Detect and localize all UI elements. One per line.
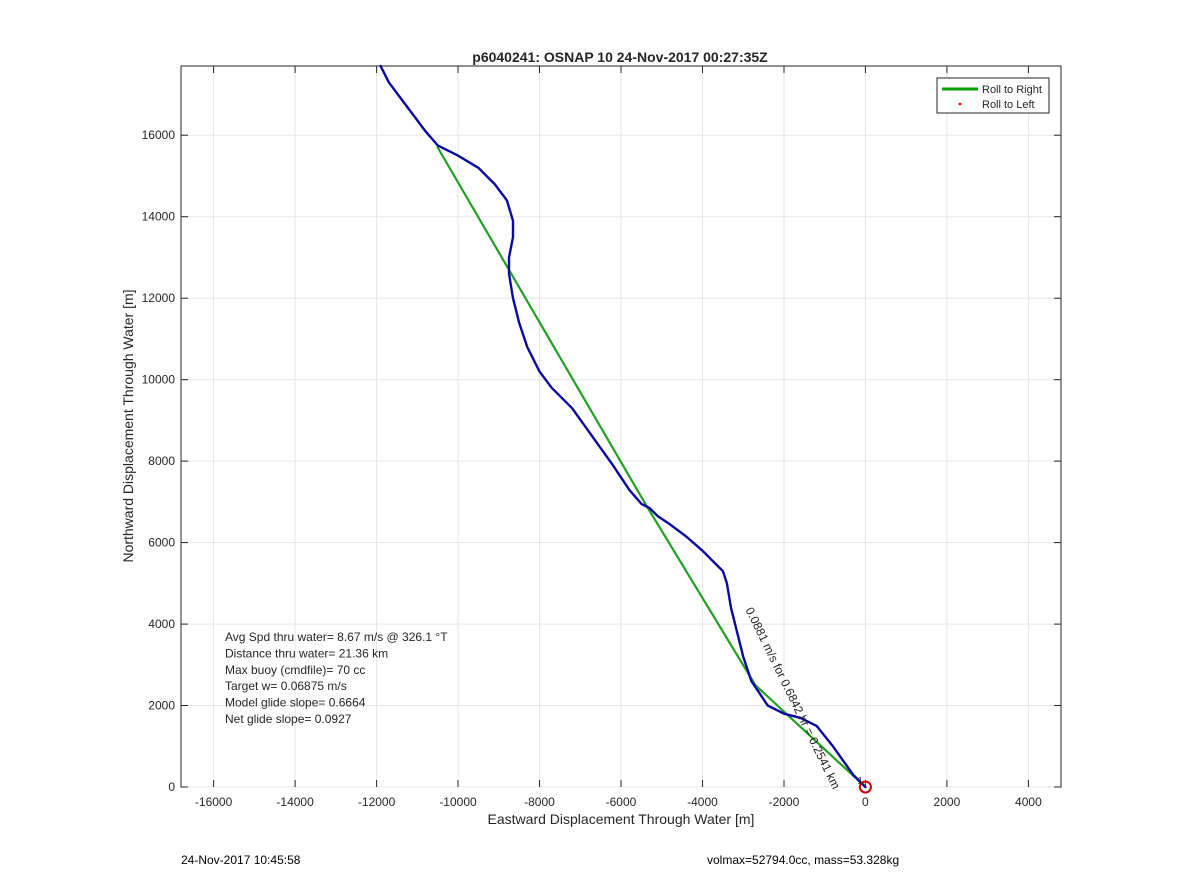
start-marker (858, 780, 872, 794)
legend-box (936, 77, 1050, 114)
y-tick-label: 2000 (148, 699, 175, 713)
y-tick-label: 16000 (142, 128, 176, 142)
x-tick-label: -10000 (439, 795, 477, 809)
y-tick-label: 10000 (142, 373, 176, 387)
x-tick-label: 2000 (934, 795, 961, 809)
x-tick-label: -14000 (276, 795, 314, 809)
x-tick-label: -6000 (606, 795, 637, 809)
x-tick-label: 0 (862, 795, 869, 809)
x-tick-label: -16000 (195, 795, 233, 809)
grid-lines (181, 66, 1061, 788)
y-tick-label: 6000 (148, 536, 175, 550)
stats-line: Target w= 0.06875 m/s (225, 679, 347, 693)
y-tick-label: 8000 (148, 454, 175, 468)
x-axis-label: Eastward Displacement Through Water [m] (488, 811, 755, 827)
footer-vol-mass: volmax=52794.0cc, mass=53.328kg (707, 853, 900, 867)
stats-line: Net glide slope= 0.0927 (225, 712, 352, 726)
series-layer (379, 64, 867, 789)
legend-swatch-roll-left (958, 102, 962, 106)
stats-line: Distance thru water= 21.36 km (225, 646, 388, 660)
y-tick-label: 14000 (142, 210, 176, 224)
x-tick-label: -2000 (769, 795, 800, 809)
legend-label-roll-left: Roll to Left (982, 99, 1035, 111)
axis-ticks: -16000 -14000 -12000 -10000 -8000 -6000 -4000 -… (142, 66, 1061, 809)
y-tick-label: 0 (168, 780, 175, 794)
x-tick-label: 4000 (1015, 795, 1042, 809)
x-tick-label: -12000 (358, 795, 396, 809)
stats-line: Max buoy (cmdfile)= 70 cc (225, 663, 365, 677)
stats-line: Avg Spd thru water= 8.67 m/s @ 326.1 °T (225, 630, 448, 644)
stats-text-block: Avg Spd thru water= 8.67 m/s @ 326.1 °T D… (225, 630, 448, 726)
legend-label-roll-right: Roll to Right (982, 84, 1042, 96)
footer-timestamp: 24-Nov-2017 10:45:58 (181, 853, 301, 867)
series-track-line (379, 64, 867, 789)
segment-annotation: 1 (857, 776, 863, 787)
y-tick-label: 4000 (148, 617, 175, 631)
chart-title: p6040241: OSNAP 10 24-Nov-2017 00:27:35Z (472, 49, 768, 65)
y-tick-label: 12000 (142, 291, 176, 305)
x-tick-label: -4000 (687, 795, 718, 809)
series-roll-right-line (436, 146, 867, 789)
y-axis-label: Northward Displacement Through Water [m] (120, 289, 136, 562)
stats-line: Model glide slope= 0.6664 (225, 696, 366, 710)
x-tick-label: -8000 (524, 795, 555, 809)
legend: Roll to Right Roll to Left (936, 77, 1050, 114)
